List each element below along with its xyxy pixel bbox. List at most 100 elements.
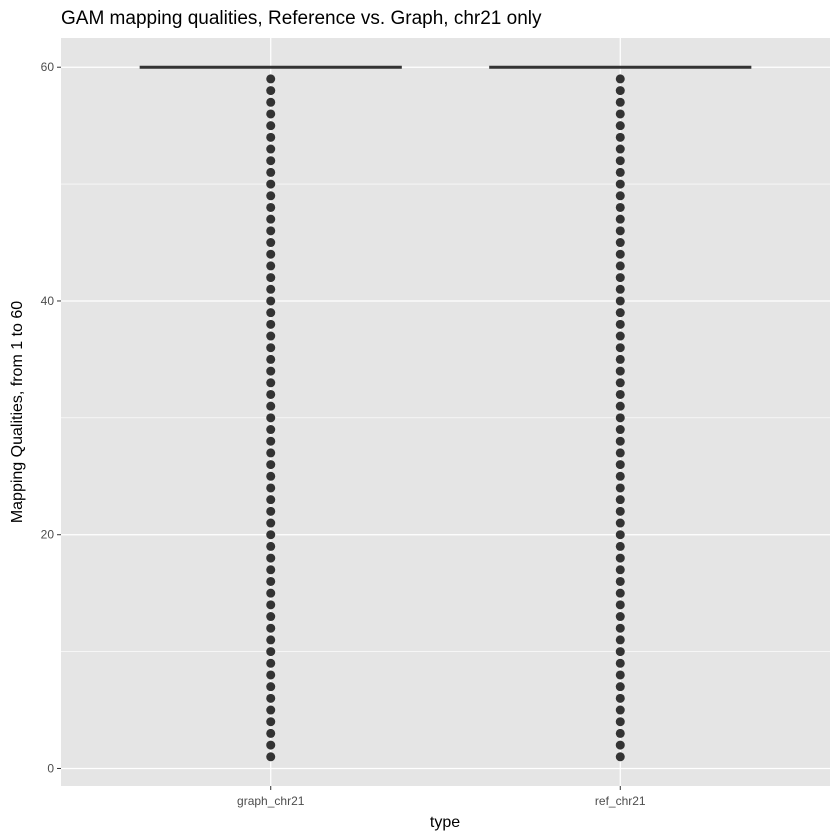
outlier-point [266, 612, 276, 622]
outlier-point [266, 343, 276, 353]
outlier-point [615, 261, 625, 271]
outlier-point [266, 576, 276, 586]
outlier-point [266, 167, 276, 177]
outlier-point [615, 670, 625, 680]
outlier-point [615, 97, 625, 107]
outlier-point [266, 530, 276, 540]
outlier-point [615, 495, 625, 505]
y-axis-title: Mapping Qualities, from 1 to 60 [9, 301, 26, 523]
outlier-point [615, 238, 625, 248]
outlier-point [266, 296, 276, 306]
outlier-point [266, 752, 276, 762]
outlier-point [266, 132, 276, 142]
outlier-point [615, 144, 625, 154]
outlier-point [615, 506, 625, 516]
outlier-point [266, 226, 276, 236]
outlier-point [266, 319, 276, 329]
outlier-point [266, 284, 276, 294]
outlier-point [266, 600, 276, 610]
outlier-point [615, 553, 625, 563]
outlier-point [615, 156, 625, 166]
outlier-point [615, 132, 625, 142]
outlier-point [615, 658, 625, 668]
outlier-point [266, 506, 276, 516]
outlier-point [266, 460, 276, 470]
outlier-point [615, 284, 625, 294]
outlier-point [266, 565, 276, 575]
outlier-point [266, 623, 276, 633]
outlier-point [266, 705, 276, 715]
outlier-point [615, 647, 625, 657]
outlier-point [266, 425, 276, 435]
outlier-point [615, 518, 625, 528]
x-axis: graph_chr21 ref_chr21 [237, 786, 646, 808]
y-tick-label: 60 [41, 60, 55, 74]
plot-panel [61, 38, 830, 786]
outlier-point [615, 612, 625, 622]
outlier-point [615, 448, 625, 458]
outlier-point [615, 483, 625, 493]
outlier-point [266, 541, 276, 551]
outlier-point [266, 483, 276, 493]
outlier-point [615, 600, 625, 610]
outlier-point [615, 425, 625, 435]
outlier-point [615, 693, 625, 703]
outlier-point [266, 109, 276, 119]
outlier-point [266, 261, 276, 271]
outlier-point [615, 401, 625, 411]
outlier-point [615, 565, 625, 575]
outlier-point [615, 214, 625, 224]
outlier-point [266, 156, 276, 166]
outlier-point [266, 202, 276, 212]
outlier-point [615, 308, 625, 318]
outlier-point [266, 670, 276, 680]
outlier-point [266, 389, 276, 399]
outlier-point [266, 647, 276, 657]
outlier-point [615, 354, 625, 364]
outlier-point [266, 214, 276, 224]
outlier-point [266, 495, 276, 505]
outlier-point [266, 179, 276, 189]
outlier-point [615, 249, 625, 259]
chart-title: GAM mapping qualities, Reference vs. Gra… [61, 8, 542, 29]
outlier-point [266, 401, 276, 411]
outlier-point [266, 86, 276, 96]
y-tick-label: 40 [41, 294, 55, 308]
outlier-point [615, 717, 625, 727]
y-tick-label: 20 [41, 528, 55, 542]
outlier-point [615, 74, 625, 84]
outlier-point [615, 179, 625, 189]
outlier-point [266, 354, 276, 364]
outlier-point [266, 121, 276, 131]
outlier-point [615, 460, 625, 470]
outlier-point [266, 471, 276, 481]
outlier-point [615, 86, 625, 96]
outlier-point [266, 191, 276, 201]
outlier-point [615, 588, 625, 598]
outlier-point [615, 728, 625, 738]
outlier-point [615, 296, 625, 306]
outlier-point [266, 249, 276, 259]
outlier-point [615, 121, 625, 131]
outlier-point [266, 728, 276, 738]
minor-gridlines [61, 183, 830, 652]
outlier-point [615, 541, 625, 551]
outlier-point [266, 366, 276, 376]
outlier-point [266, 436, 276, 446]
outlier-point [615, 109, 625, 119]
outlier-point [615, 378, 625, 388]
outlier-point [266, 378, 276, 388]
outlier-point [615, 471, 625, 481]
outlier-point [266, 518, 276, 528]
x-axis-title: type [430, 814, 460, 831]
x-tick-label: ref_chr21 [595, 794, 646, 808]
outlier-point [615, 682, 625, 692]
outlier-point [615, 623, 625, 633]
outlier-points [266, 74, 625, 762]
outlier-point [615, 635, 625, 645]
outlier-point [615, 319, 625, 329]
outlier-point [615, 167, 625, 177]
outlier-point [266, 717, 276, 727]
outlier-point [266, 588, 276, 598]
